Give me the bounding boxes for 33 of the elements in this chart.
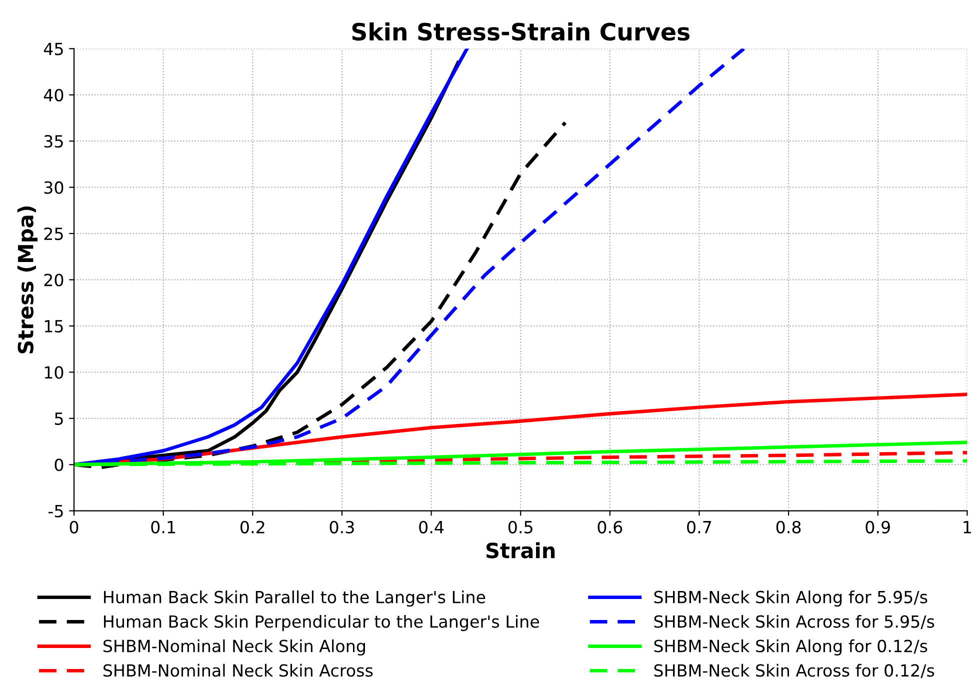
x-tick-label: 0.1 [151, 520, 176, 534]
legend-label: SHBM-Neck Skin Across for 5.95/s [654, 614, 934, 630]
y-tick-label: 40 [44, 88, 64, 102]
chart-title: Skin Stress-Strain Curves [352, 22, 690, 41]
y-tick-label: 30 [44, 181, 64, 194]
legend-label: SHBM-Nominal Neck Skin Across [103, 664, 373, 677]
y-tick-label: 5 [54, 412, 63, 425]
x-tick-label: 0.7 [687, 520, 712, 534]
legend-label: SHBM-Neck Skin Along for 5.95/s [654, 590, 928, 607]
y-tick-label: 0 [54, 458, 64, 472]
y-tick-label: 10 [44, 366, 64, 379]
y-tick-label: 25 [44, 227, 63, 240]
x-tick-label: 0.3 [330, 520, 354, 534]
y-tick-label: -5 [48, 505, 63, 518]
x-tick-label: 0.6 [598, 520, 622, 534]
y-axis-title: Stress (Mpa) [17, 206, 38, 354]
x-tick-label: 1 [964, 521, 971, 534]
x-tick-label: 0.5 [508, 520, 532, 534]
legend-label: SHBM-Neck Skin Across for 0.12/s [654, 664, 934, 678]
x-tick-label: 0.2 [240, 520, 264, 534]
x-tick-label: 0.8 [776, 520, 801, 534]
legend-label: Human Back Skin Perpendicular to the Langer's Line [104, 614, 539, 632]
legend-label: SHBM-Nominal Neck Skin Along [103, 639, 365, 656]
legend-label: Human Back Skin Parallel to the Langer's Line [104, 590, 486, 607]
y-tick-label: 20 [44, 274, 64, 286]
legend-label: SHBM-Neck Skin Along for 0.12/s [654, 639, 928, 656]
y-tick-label: 35 [44, 135, 63, 148]
y-tick-label: 45 [44, 42, 63, 56]
x-tick-label: 0.9 [866, 520, 890, 534]
y-tick-label: 15 [44, 320, 63, 333]
x-tick-label: 0 [70, 520, 78, 534]
x-tick-label: 0.4 [419, 520, 444, 534]
x-axis-title: Strain [486, 542, 555, 558]
